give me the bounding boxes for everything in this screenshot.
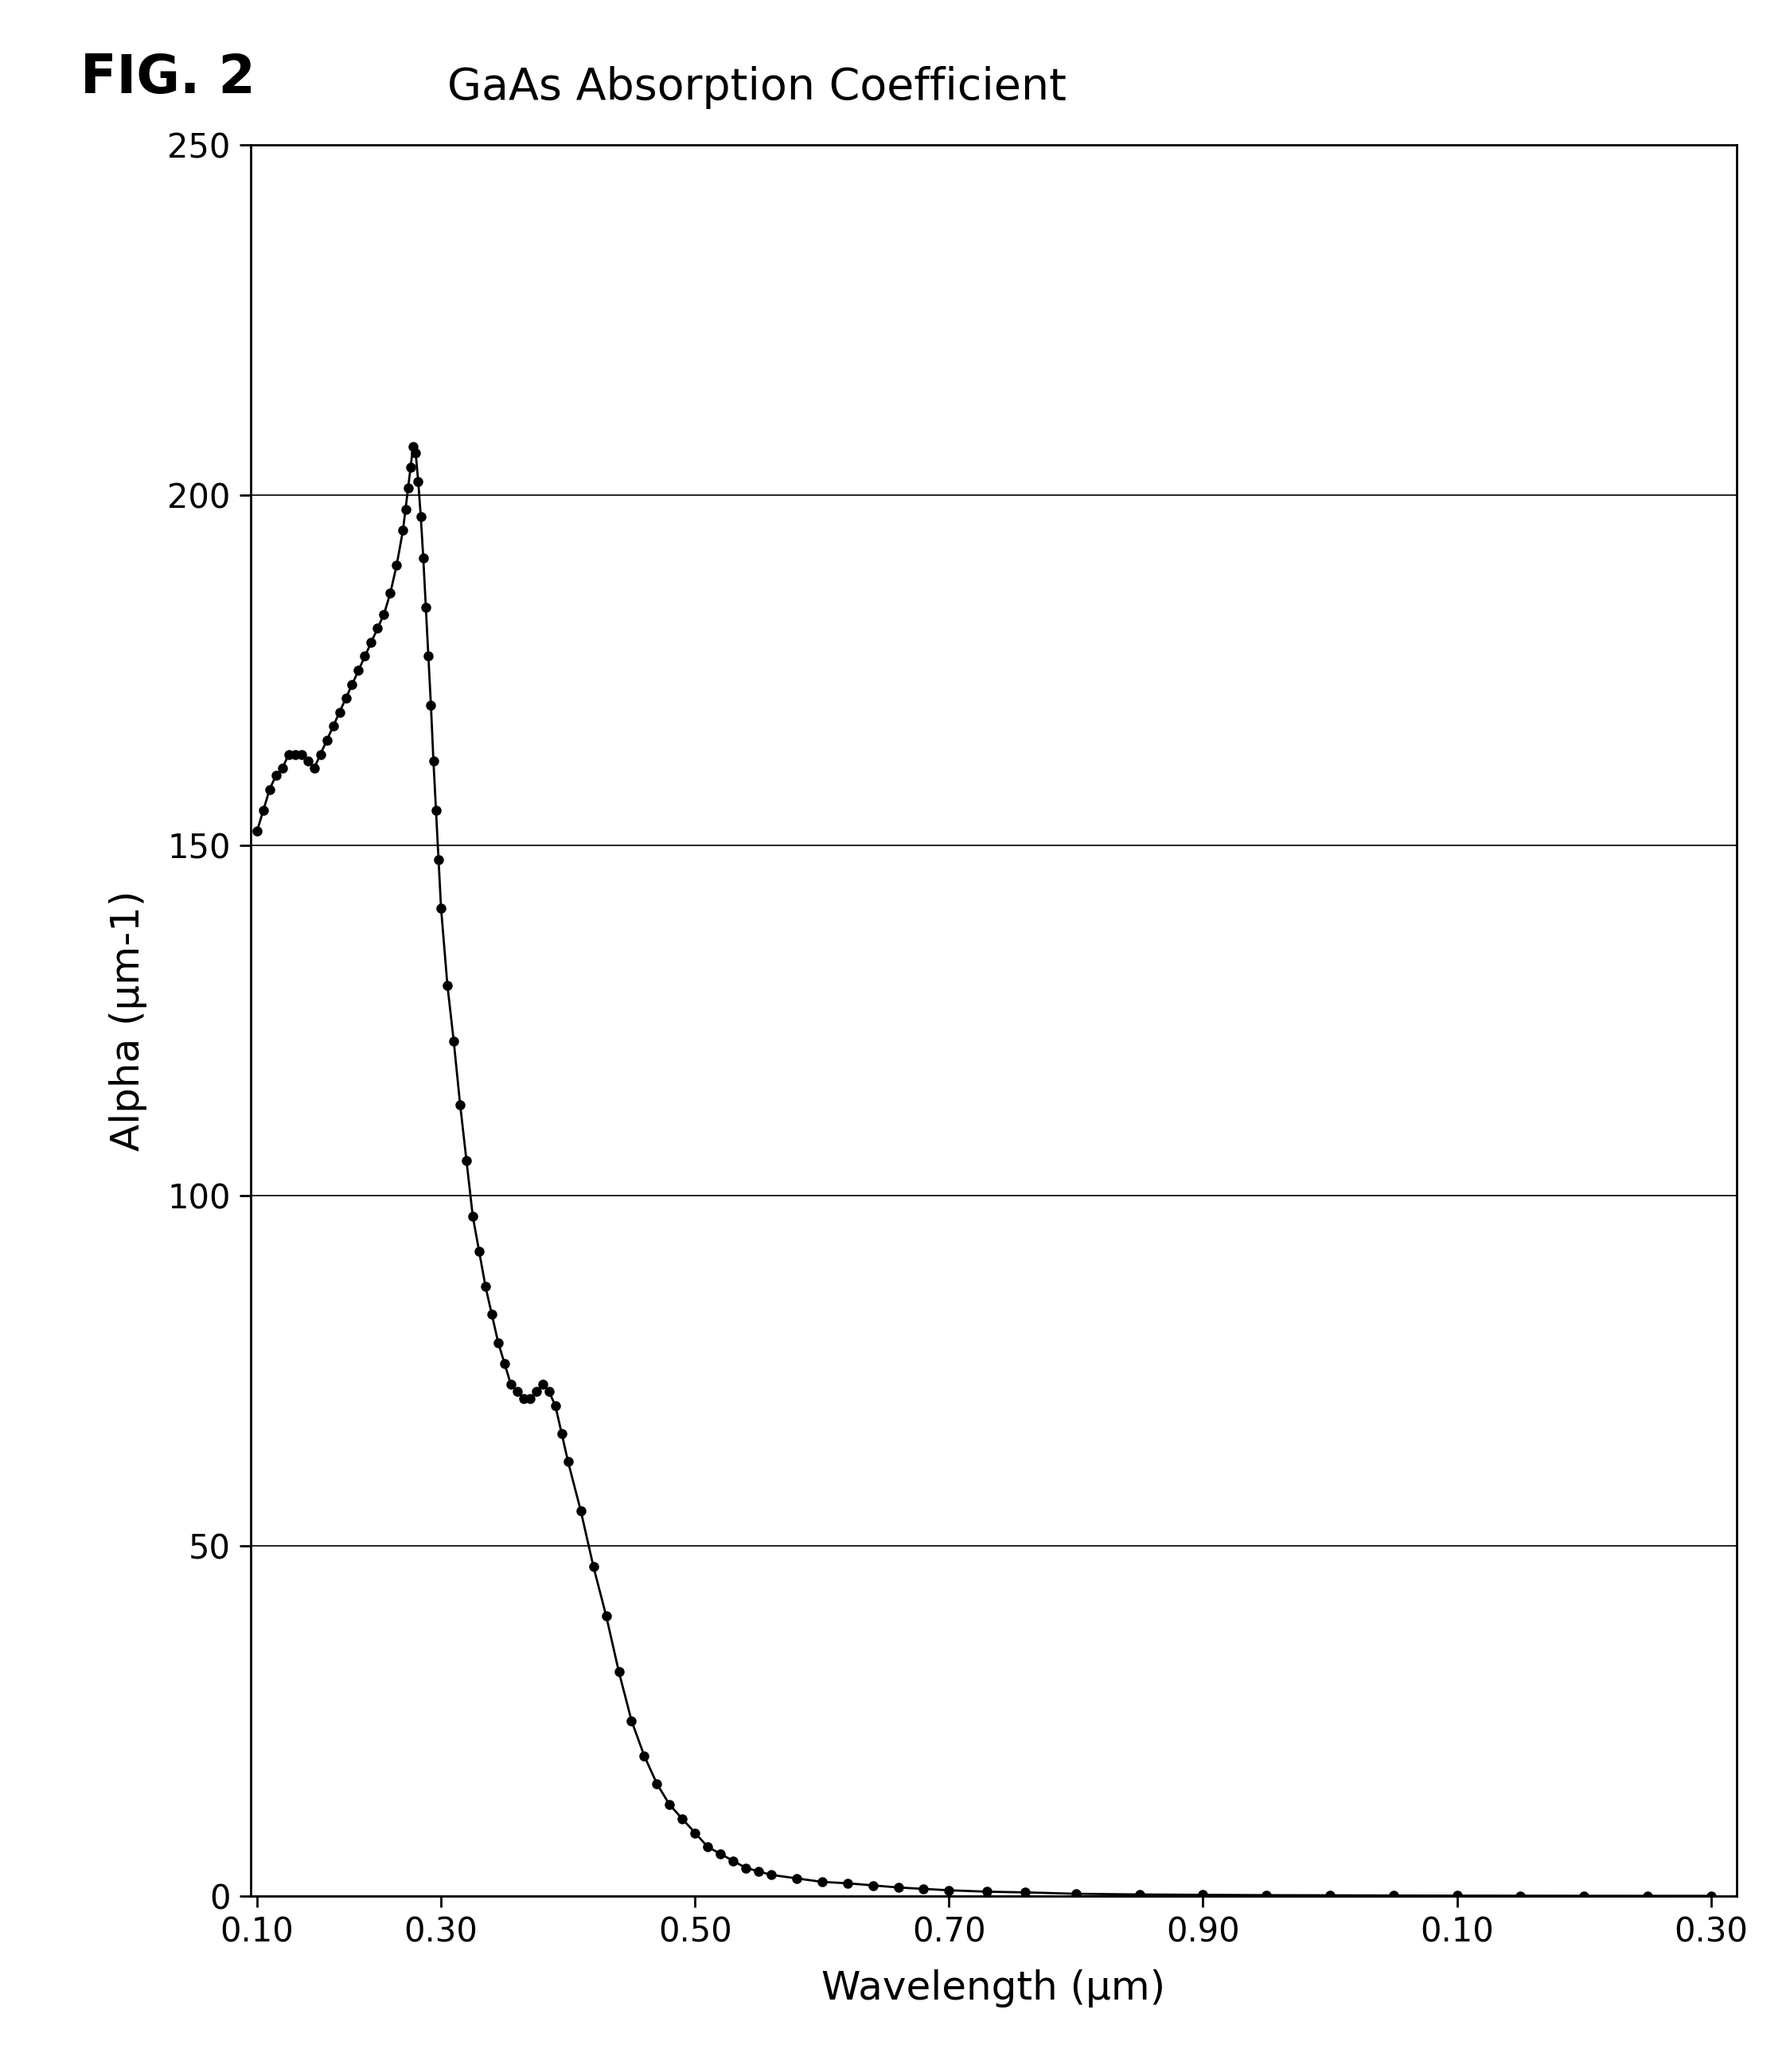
Text: FIG. 2: FIG. 2	[81, 52, 256, 104]
X-axis label: Wavelength (μm): Wavelength (μm)	[822, 1968, 1165, 2008]
Y-axis label: Alpha (μm-1): Alpha (μm-1)	[109, 891, 147, 1150]
Text: GaAs Absorption Coefficient: GaAs Absorption Coefficient	[448, 66, 1067, 110]
